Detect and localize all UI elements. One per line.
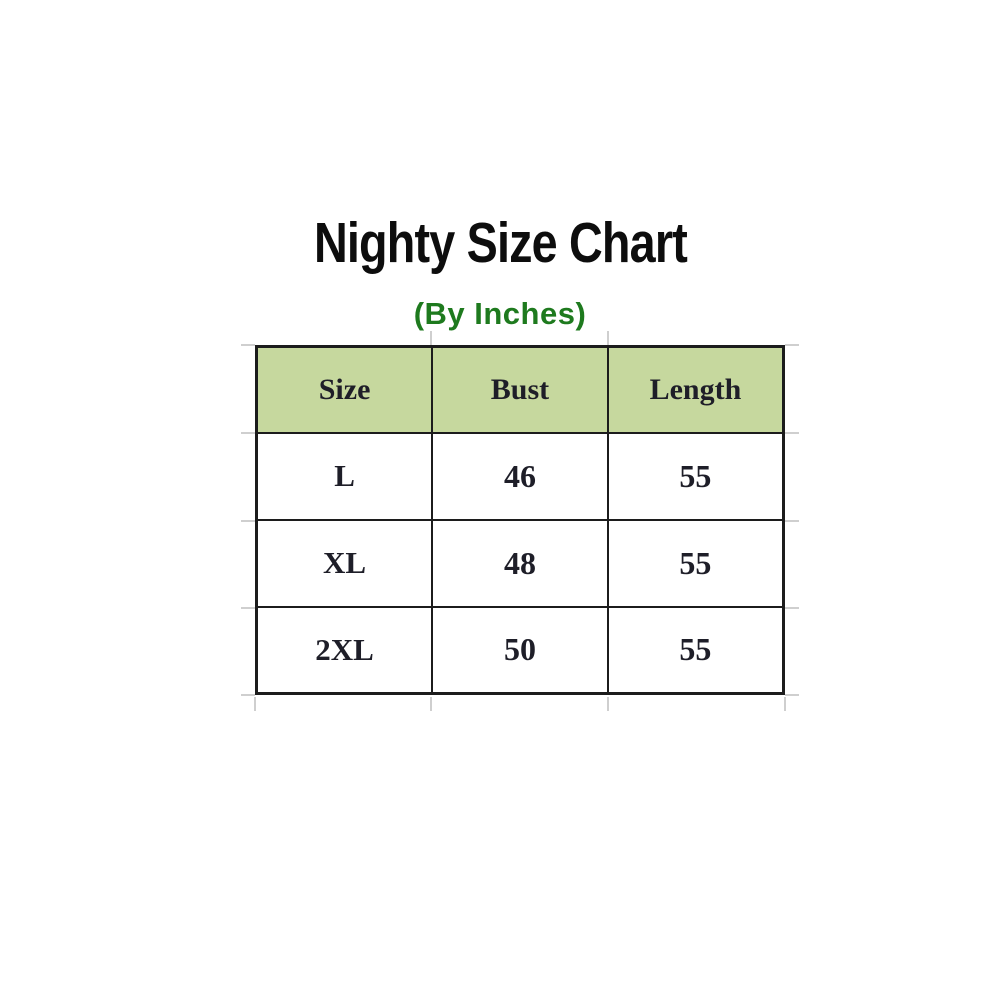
gridline-stub bbox=[241, 344, 255, 346]
gridline-stub bbox=[785, 520, 799, 522]
gridline-stub bbox=[241, 694, 255, 696]
table-body: L 46 55 XL 48 55 2XL 50 55 bbox=[255, 431, 785, 695]
gridline-stub bbox=[785, 607, 799, 609]
cell-bust-2xl: 50 bbox=[431, 605, 609, 695]
column-header-length: Length bbox=[606, 345, 785, 434]
table-row: 2XL 50 55 bbox=[255, 605, 785, 695]
table-header: Size Bust Length bbox=[255, 345, 785, 434]
cell-size-xl: XL bbox=[255, 518, 434, 608]
gridline-stub bbox=[430, 697, 432, 711]
gridline-stub bbox=[607, 331, 609, 345]
page-subtitle: (By Inches) bbox=[413, 296, 587, 331]
gridline-stub bbox=[241, 432, 255, 434]
cell-size-2xl: 2XL bbox=[255, 605, 434, 695]
gridline-stub bbox=[785, 694, 799, 696]
cell-bust-l: 46 bbox=[431, 431, 609, 521]
gridline-stub bbox=[607, 697, 609, 711]
gridline-stub bbox=[785, 432, 799, 434]
header-row: Size Bust Length bbox=[255, 345, 785, 434]
cell-length-2xl: 55 bbox=[606, 605, 785, 695]
gridline-stub bbox=[784, 697, 786, 711]
cell-length-xl: 55 bbox=[606, 518, 785, 608]
gridline-stub bbox=[785, 344, 799, 346]
column-header-size: Size bbox=[255, 345, 434, 434]
gridline-stub bbox=[430, 331, 432, 345]
table-row: XL 48 55 bbox=[255, 518, 785, 608]
cell-size-l: L bbox=[255, 431, 434, 521]
table-row: L 46 55 bbox=[255, 431, 785, 521]
page-title: Nighty Size Chart bbox=[313, 211, 687, 275]
gridline-stub bbox=[241, 520, 255, 522]
column-header-bust: Bust bbox=[431, 345, 609, 434]
size-chart-table: Size Bust Length L 46 55 XL 48 55 2XL 50… bbox=[255, 345, 785, 695]
cell-length-l: 55 bbox=[606, 431, 785, 521]
cell-bust-xl: 48 bbox=[431, 518, 609, 608]
gridline-stub bbox=[241, 607, 255, 609]
gridline-stub bbox=[254, 697, 256, 711]
